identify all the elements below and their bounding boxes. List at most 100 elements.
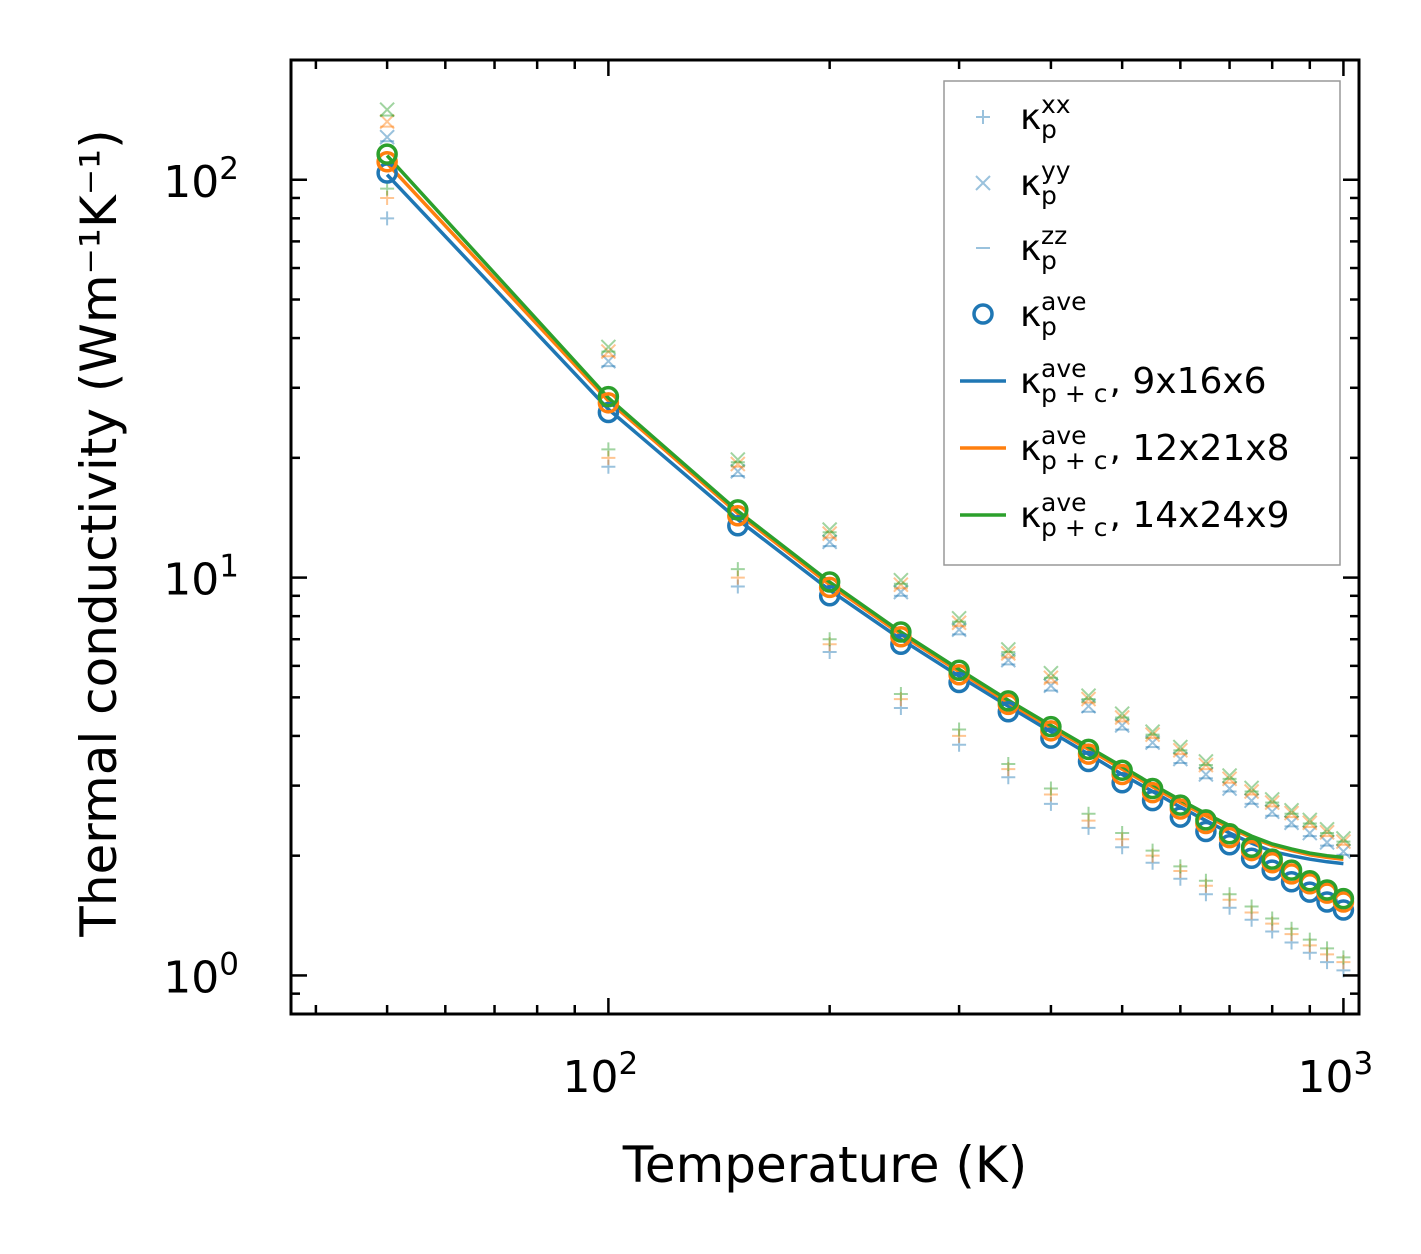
- kave-point: [1141, 777, 1164, 800]
- kxx-point: [1145, 855, 1160, 870]
- legend-item: κ xxp: [976, 90, 1071, 144]
- kave-point: [1332, 887, 1355, 910]
- legend-item: κ zzp: [976, 221, 1067, 275]
- kxx-point: [1081, 820, 1096, 835]
- legend-superscript: ave: [1041, 287, 1087, 316]
- kxx-point: [1081, 813, 1096, 828]
- kxx-point: [730, 570, 745, 585]
- legend-item: κ yyp: [975, 156, 1071, 210]
- legend-suffix: , 12x21x8: [1109, 428, 1289, 469]
- x-tick-label: 103: [1298, 1046, 1374, 1103]
- kxx-point: [1284, 927, 1299, 942]
- legend-subscript: p + c: [1041, 379, 1107, 408]
- plot-area: [376, 101, 1355, 978]
- kyy-point: [1000, 645, 1017, 662]
- kave-point: [818, 585, 841, 607]
- kxx-point: [1173, 871, 1188, 886]
- kyy-point: [1080, 687, 1097, 704]
- kyy-point: [600, 343, 617, 360]
- kxx-point: [1115, 832, 1130, 847]
- kave-point: [1195, 809, 1217, 831]
- kave-point: [1077, 738, 1100, 761]
- kxx-point: [380, 211, 395, 226]
- kyy-point: [1043, 677, 1059, 694]
- kave-point: [1077, 750, 1100, 773]
- kave-line: [385, 154, 1344, 860]
- legend-label: κ: [1020, 294, 1041, 335]
- legend-label: κ: [1020, 163, 1041, 204]
- kxx-point: [1244, 912, 1259, 927]
- kyy-point: [379, 101, 395, 118]
- kyy-point: [1221, 771, 1238, 787]
- legend-label: κ: [1020, 97, 1041, 138]
- series-9x16x6: [379, 129, 1352, 978]
- kave-point: [1111, 759, 1133, 781]
- kyy-point: [1000, 641, 1017, 658]
- legend-circle-marker: [972, 303, 994, 325]
- kxx-point: [1265, 911, 1280, 926]
- kxx-point: [1001, 757, 1016, 772]
- kyy-point: [1302, 812, 1318, 828]
- kave-point: [1040, 715, 1062, 738]
- kyy-point: [1114, 705, 1130, 722]
- kave-point: [890, 621, 912, 643]
- kave-point: [1169, 794, 1192, 816]
- kxx-point: [893, 692, 908, 707]
- kxx-point: [601, 442, 616, 457]
- kxx-point: [1081, 806, 1096, 821]
- kave-point: [890, 633, 912, 655]
- kxx-point: [1244, 905, 1259, 920]
- kave-point: [948, 671, 970, 694]
- kyy-point: [600, 353, 617, 369]
- kyy-point: [1221, 780, 1238, 797]
- kyy-point: [1243, 780, 1260, 796]
- kyy-point: [1080, 698, 1097, 714]
- kyy-point: [1144, 734, 1161, 751]
- kave-point: [376, 143, 398, 165]
- legend-superscript: ave: [1041, 488, 1087, 517]
- kyy-point: [1043, 665, 1059, 681]
- kxx-point: [822, 632, 837, 647]
- kyy-point: [730, 456, 746, 472]
- legend-subscript: p: [1041, 181, 1057, 210]
- kxx-point: [1284, 935, 1299, 950]
- kyy-point: [379, 129, 395, 145]
- kyy-point: [1080, 691, 1097, 707]
- legend-label: κ: [1020, 428, 1041, 469]
- kyy-point: [951, 615, 967, 631]
- lines-14x24x9: [385, 154, 1344, 860]
- kxx-point: [1001, 770, 1016, 785]
- kave-point: [1218, 823, 1241, 845]
- legend-cross-marker: [975, 175, 991, 191]
- kyy-point: [1172, 742, 1189, 759]
- kyy-point: [730, 463, 746, 480]
- kyy-point: [821, 521, 838, 538]
- kyy-point: [1319, 824, 1335, 840]
- kave-point: [997, 690, 1020, 712]
- kxx-point: [601, 459, 616, 474]
- kyy-point: [1144, 723, 1161, 740]
- kave-point: [1240, 847, 1263, 870]
- kave-point: [1141, 789, 1164, 812]
- kyy-point: [1264, 803, 1280, 820]
- legend-superscript: ave: [1041, 421, 1087, 450]
- kxx-point: [1222, 892, 1237, 907]
- plot-frame: [289, 58, 1361, 1016]
- x-axis-label: Temperature (K): [622, 1136, 1027, 1194]
- legend-subscript: p: [1041, 115, 1057, 144]
- kxx-point: [1198, 878, 1213, 893]
- kyy-point: [1221, 767, 1238, 784]
- kyy-point: [1243, 792, 1260, 809]
- kave-point: [1218, 834, 1241, 856]
- kyy-point: [1335, 830, 1352, 847]
- kyy-point: [1302, 815, 1318, 831]
- kave-point: [1280, 859, 1303, 881]
- kave-point: [1261, 848, 1283, 870]
- kave-point: [1169, 806, 1192, 828]
- y-tick-label: 101: [163, 549, 239, 606]
- kyy-point: [1198, 753, 1214, 770]
- kxx-point: [1043, 796, 1058, 811]
